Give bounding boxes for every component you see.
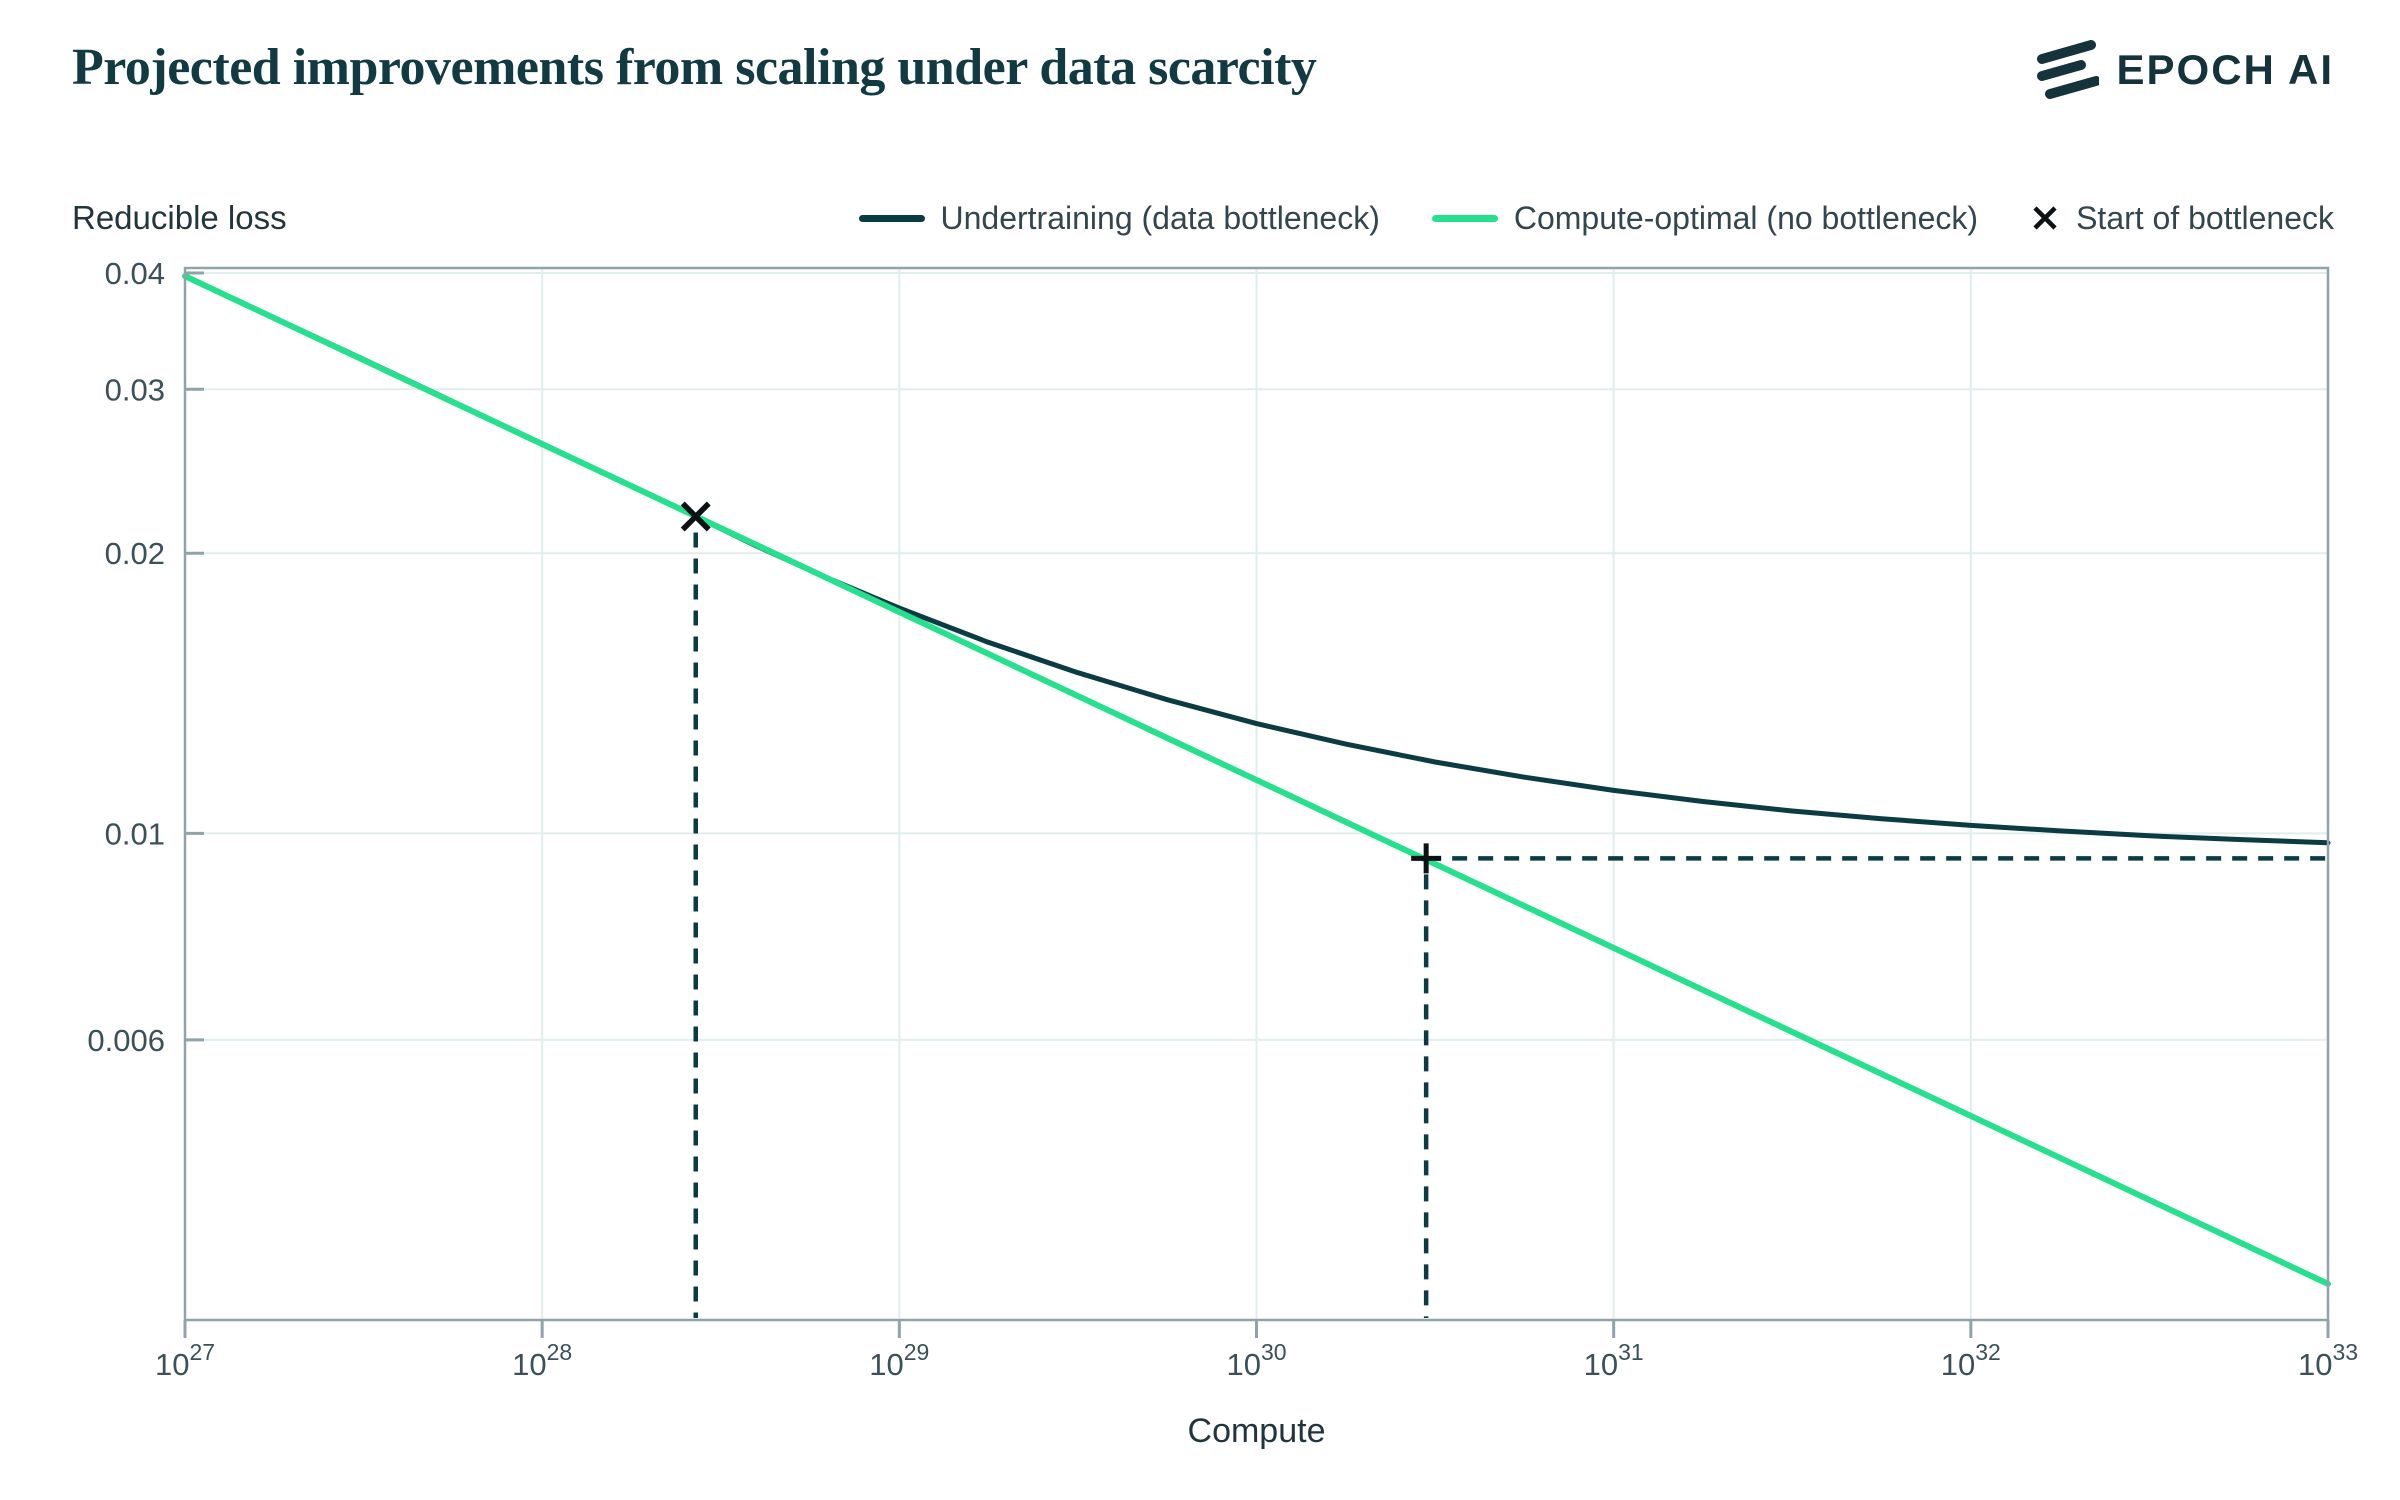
- y-tick-label: 0.006: [87, 1023, 165, 1058]
- x-tick-label: 1029: [869, 1339, 929, 1382]
- y-tick-label: 0.04: [105, 256, 165, 291]
- x-marker-icon: [2033, 206, 2057, 230]
- x-axis-title: Compute: [1188, 1412, 1326, 1450]
- x-tick-label: 1031: [1584, 1339, 1644, 1382]
- legend-item-compute-optimal: Compute-optimal (no bottleneck): [1431, 199, 1979, 237]
- legend-item-undertraining: Undertraining (data bottleneck): [858, 199, 1380, 237]
- start-of-bottleneck-marker: [680, 501, 711, 532]
- compute-optimal-line-swatch: [1431, 214, 1498, 222]
- epoch-ai-logo-icon: [2036, 40, 2099, 99]
- compute-optimal-curve: [182, 273, 2331, 1287]
- y-tick-label: 0.01: [105, 816, 165, 851]
- epoch-ai-logo-text: EPOCH AI: [2116, 46, 2334, 93]
- legend-row: Reducible loss Undertraining (data bottl…: [72, 192, 2334, 244]
- legend-label-undertraining: Undertraining (data bottleneck): [940, 199, 1380, 236]
- x-tick-label: 1033: [2298, 1339, 2358, 1382]
- epoch-ai-logo: EPOCH AI: [2033, 40, 2334, 100]
- y-tick-label: 0.03: [105, 372, 165, 407]
- y-axis-title: Reducible loss: [72, 199, 287, 236]
- undertraining-line-swatch: [858, 214, 925, 222]
- x-tick-label: 1030: [1226, 1339, 1286, 1382]
- legend-item-start-of-bottleneck: Start of bottleneck: [2030, 200, 2334, 237]
- x-tick-label: 1028: [512, 1339, 572, 1382]
- x-tick-label: 1027: [155, 1339, 215, 1382]
- y-tick-label: 0.02: [105, 536, 165, 571]
- chart-legend: Undertraining (data bottleneck) Compute-…: [858, 199, 2334, 237]
- page-title: Projected improvements from scaling unde…: [72, 39, 1317, 96]
- x-tick-label: 1032: [1941, 1339, 2001, 1382]
- compute-equivalent-marker: [1411, 843, 1442, 874]
- legend-label-start-of-bottleneck: Start of bottleneck: [2076, 199, 2334, 236]
- legend-label-compute-optimal: Compute-optimal (no bottleneck): [1513, 199, 1979, 236]
